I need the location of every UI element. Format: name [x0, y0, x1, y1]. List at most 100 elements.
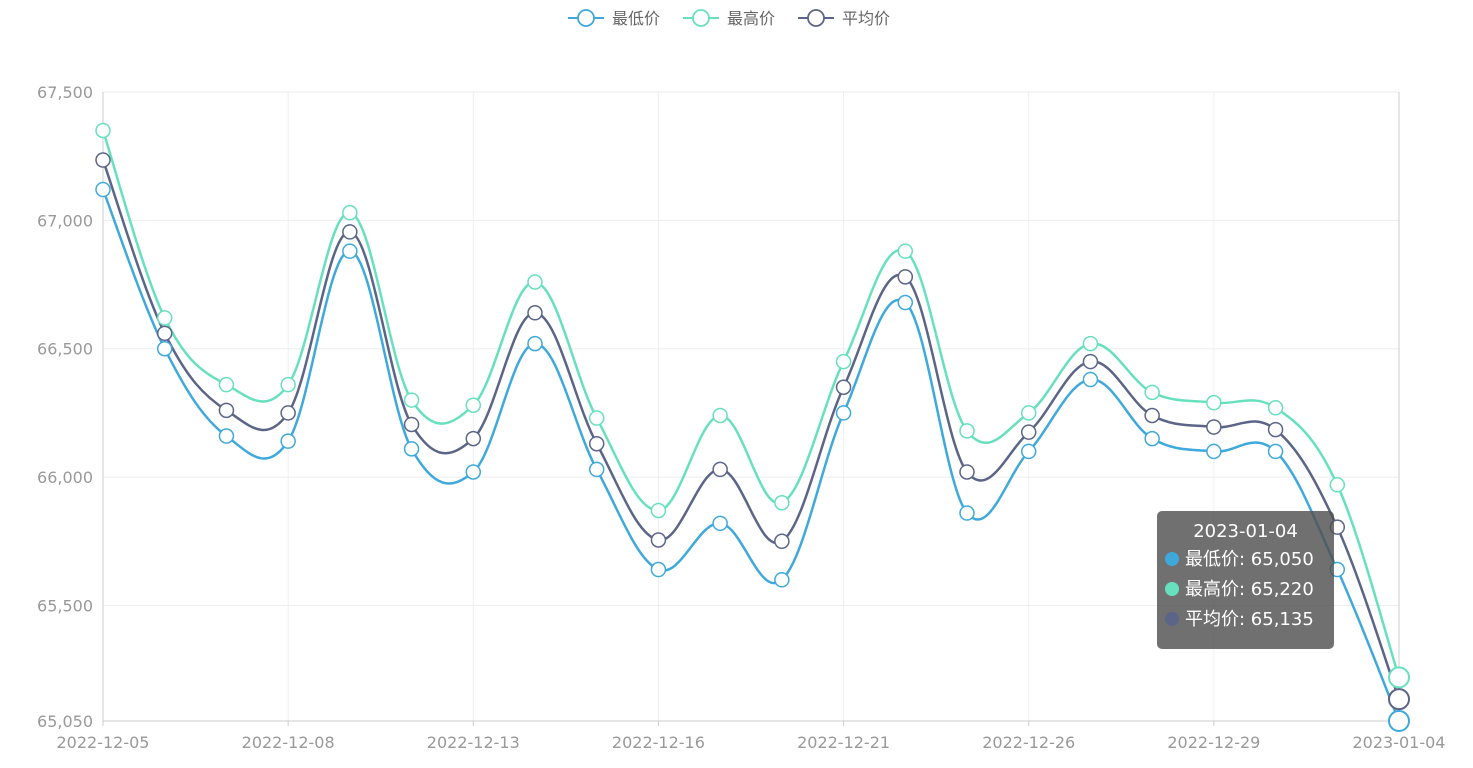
data-point-low [1144, 430, 1160, 447]
tooltip-dot-high [1165, 582, 1179, 596]
data-point-avg [465, 430, 482, 447]
data-point-avg [95, 152, 111, 168]
x-tick-label: 2022-12-21 [797, 733, 890, 752]
data-point-low [465, 464, 482, 480]
data-point-avg [1267, 421, 1284, 438]
x-tick-label: 2023-01-04 [1353, 733, 1446, 752]
data-point-high [897, 243, 914, 259]
data-point-high [588, 410, 605, 426]
data-point-high [465, 397, 482, 413]
data-point-avg [342, 224, 358, 240]
legend-marker-high [692, 9, 710, 27]
series-line-low [101, 189, 1401, 722]
tooltip-row-avg: 平均价: 65,135 [1165, 605, 1334, 635]
data-point-high [342, 204, 358, 221]
data-point-avg [588, 435, 605, 452]
data-point-avg [959, 464, 975, 480]
data-point-avg [527, 305, 543, 321]
data-point-low [342, 243, 358, 259]
legend-item-high: 最高价 [683, 9, 775, 28]
tooltip-dot-low [1165, 552, 1179, 566]
data-point-low [835, 405, 852, 421]
data-point-avg [835, 379, 852, 395]
data-point-low [650, 561, 667, 578]
legend-label-low: 最低价 [612, 9, 660, 28]
data-point-low [1267, 443, 1284, 460]
data-point-high [156, 310, 173, 326]
tooltip-row-high-label: 最高价: 65,220 [1185, 579, 1314, 600]
data-point-high [650, 502, 667, 519]
x-tick-label: 2022-12-08 [242, 733, 335, 752]
data-point-high [959, 423, 975, 439]
data-point-high [1020, 405, 1037, 421]
data-point-avg [1020, 424, 1037, 440]
data-point-low [959, 505, 975, 521]
data-point-avg [280, 405, 296, 421]
axes: 65,050 65,500 66,000 66,500 67,000 67,500 2022… [37, 83, 1445, 752]
data-point-low [1388, 710, 1410, 732]
data-point-high [1329, 477, 1346, 493]
x-tick-label: 2022-12-26 [982, 733, 1075, 752]
data-point-avg [156, 325, 173, 342]
data-point-low [774, 572, 790, 588]
data-point-high [218, 376, 235, 393]
data-point-avg [650, 532, 667, 548]
data-point-high [835, 353, 852, 370]
data-point-low [712, 515, 728, 532]
tooltip-title: 2023-01-04 [1193, 521, 1298, 542]
data-point-avg [774, 533, 790, 550]
x-tick-label: 2022-12-13 [427, 733, 520, 752]
data-point-high [95, 122, 111, 139]
legend-marker-low [577, 9, 595, 27]
legend-item-avg: 平均价 [798, 9, 890, 28]
series-layer [95, 122, 1410, 732]
legend-marker-avg [807, 9, 825, 27]
y-tick-label: 65,500 [37, 596, 93, 615]
y-tick-label: 66,500 [37, 340, 93, 359]
data-point-low [403, 441, 420, 457]
data-point-high [280, 376, 296, 393]
x-tick-label: 2022-12-16 [612, 733, 705, 752]
data-point-avg [1144, 407, 1160, 424]
data-point-high [403, 392, 420, 408]
y-tick-label: 65,050 [37, 712, 93, 731]
legend-label-high: 最高价 [727, 9, 775, 28]
data-point-high [1082, 335, 1099, 352]
tooltip-row-low: 最低价: 65,050 [1165, 545, 1334, 575]
data-point-low [897, 294, 914, 311]
data-point-avg [1082, 353, 1099, 370]
tooltip-row-avg-label: 平均价: 65,135 [1185, 609, 1314, 630]
data-point-avg [1388, 688, 1410, 711]
data-point-low [1082, 371, 1099, 388]
data-point-avg [218, 402, 235, 419]
data-point-high [1206, 394, 1222, 411]
y-tick-label: 67,500 [37, 83, 93, 102]
data-point-low [280, 433, 296, 449]
y-tick-label: 66,000 [37, 468, 93, 487]
tooltip-row-low-label: 最低价: 65,050 [1185, 549, 1314, 570]
legend-item-low: 最低价 [568, 9, 660, 28]
data-point-high [1267, 400, 1284, 416]
data-point-high [774, 495, 790, 511]
data-point-low [1020, 443, 1037, 460]
legend-label-avg: 平均价 [842, 9, 890, 28]
tooltip: 2023-01-04 最低价: 65,050 最高价: 65,220 平均价: … [1157, 511, 1334, 649]
data-point-low [95, 181, 111, 198]
tooltip-row-high: 最高价: 65,220 [1165, 575, 1334, 605]
data-point-low [588, 461, 605, 478]
data-point-low [527, 335, 543, 352]
x-tick-label: 2022-12-05 [57, 733, 150, 752]
data-point-avg [712, 461, 728, 478]
series-line-high [101, 130, 1401, 678]
data-point-low [156, 340, 173, 357]
data-point-high [1144, 384, 1160, 401]
legend: 最低价 最高价 平均价 [568, 9, 890, 28]
x-tick-label: 2022-12-29 [1167, 733, 1260, 752]
y-tick-label: 67,000 [37, 211, 93, 230]
data-point-avg [897, 269, 914, 285]
data-point-avg [403, 416, 420, 433]
data-point-high [712, 407, 728, 424]
data-point-high [1388, 666, 1410, 689]
data-point-avg [1206, 419, 1222, 435]
